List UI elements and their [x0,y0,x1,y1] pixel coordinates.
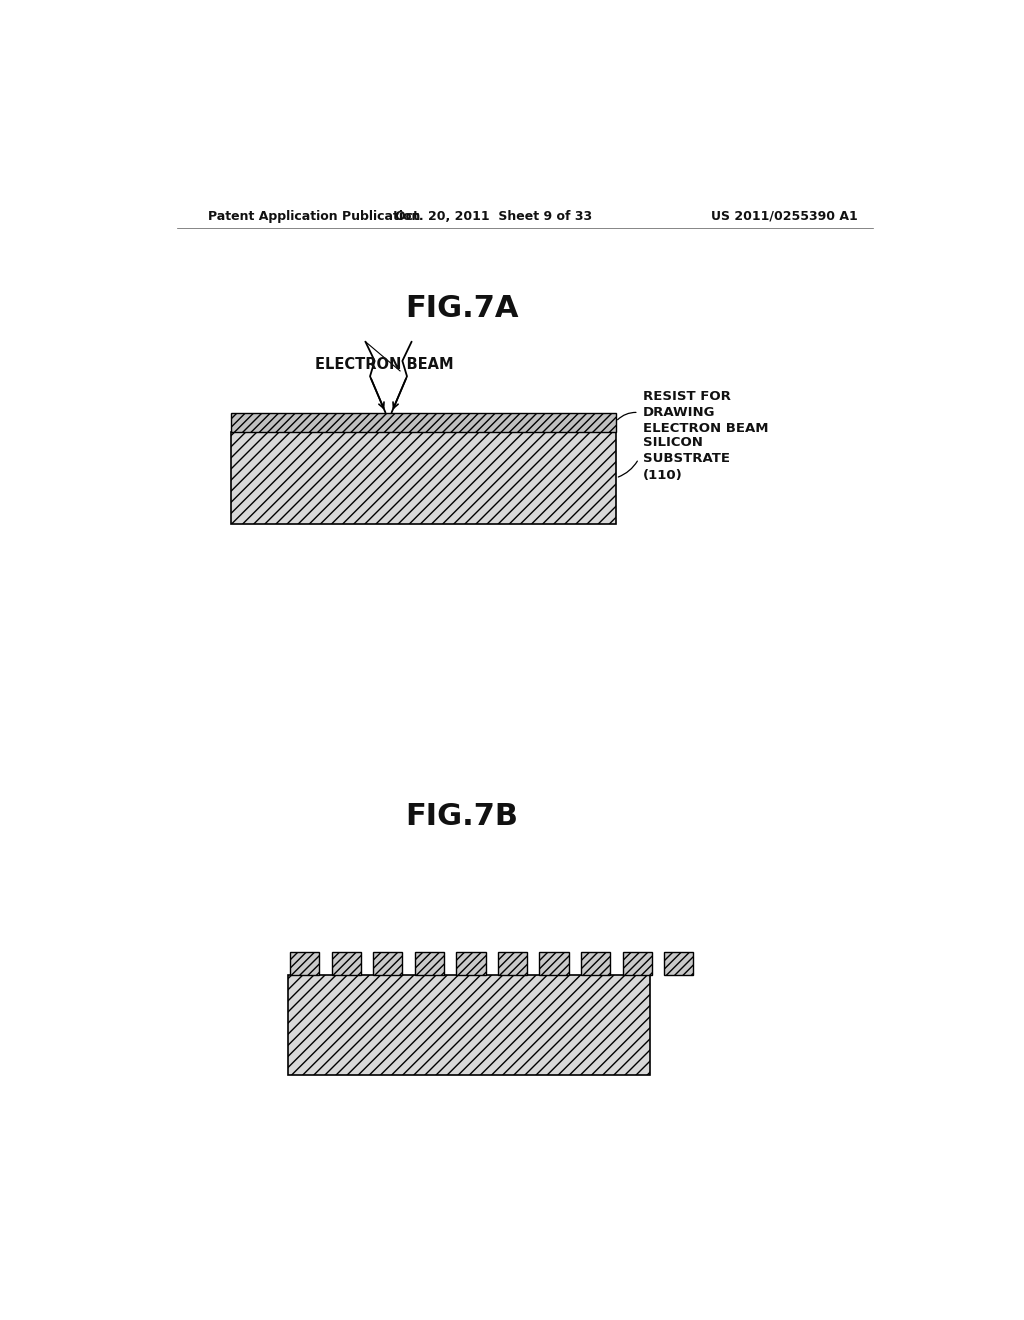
Bar [665,952,693,974]
Text: FIG.7A: FIG.7A [404,294,518,323]
Text: US 2011/0255390 A1: US 2011/0255390 A1 [711,210,857,223]
Text: SILICON
SUBSTRATE
(110): SILICON SUBSTRATE (110) [643,436,730,482]
Text: RESIST FOR
DRAWING
ELECTRON BEAM: RESIST FOR DRAWING ELECTRON BEAM [643,389,768,436]
Text: ELECTRON BEAM: ELECTRON BEAM [315,358,454,372]
Bar [498,952,527,974]
Bar [415,952,444,974]
Bar [230,432,615,524]
Bar [289,974,650,1074]
Text: FIG.7B: FIG.7B [406,803,518,832]
Bar [230,412,615,432]
Bar [457,952,485,974]
Bar [332,952,360,974]
Bar [581,952,610,974]
Bar [290,952,319,974]
Bar [373,952,402,974]
Text: Oct. 20, 2011  Sheet 9 of 33: Oct. 20, 2011 Sheet 9 of 33 [394,210,592,223]
Bar [540,952,568,974]
Bar [623,952,652,974]
Text: Patent Application Publication: Patent Application Publication [208,210,420,223]
